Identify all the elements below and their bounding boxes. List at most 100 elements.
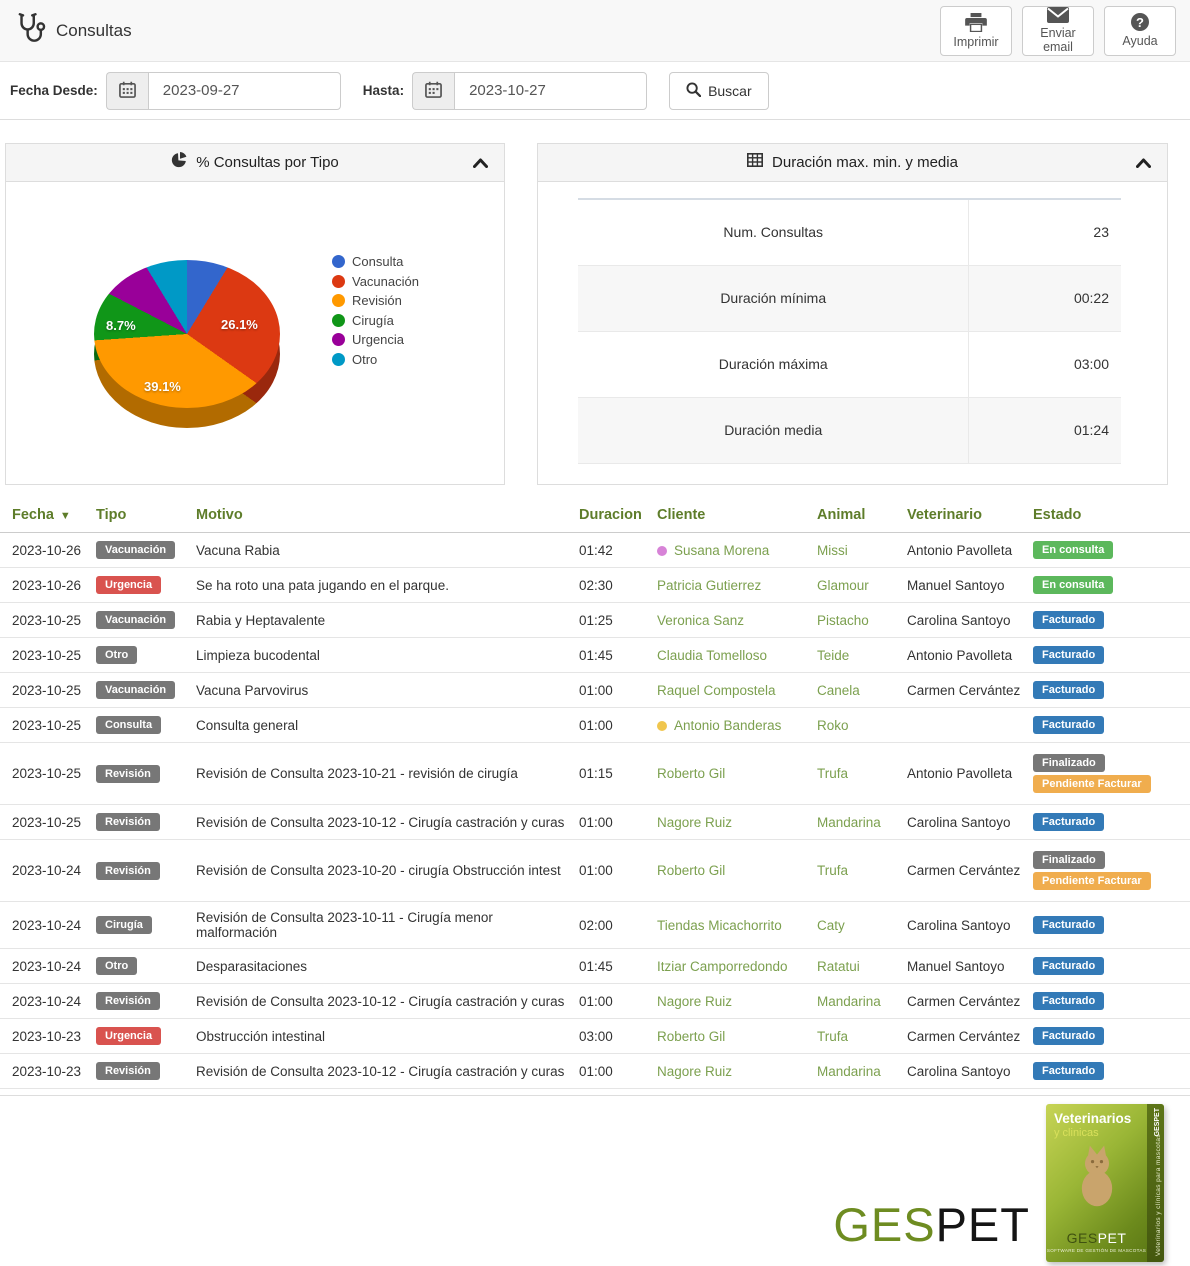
animal-link[interactable]: Trufa [817,863,849,878]
cell-duracion: 01:00 [579,839,657,902]
animal-link[interactable]: Pistacho [817,612,869,628]
cell-estado: Facturado [1033,948,1190,984]
chevron-up-icon [1136,156,1151,171]
print-button[interactable]: Imprimir [940,5,1012,56]
client-link[interactable]: Roberto Gil [657,766,726,781]
client-link[interactable]: Susana Morena [674,542,770,558]
client-link[interactable]: Nagore Ruiz [657,814,733,830]
duration-row: Duración mínima 00:22 [578,265,1121,332]
date-from-calendar-button[interactable] [105,71,148,110]
legend-item: Otro [332,350,419,370]
legend-item: Vacunación [332,272,419,292]
client-link[interactable]: Tiendas Micachorrito [657,917,782,933]
cell-cliente: Nagore Ruiz [657,983,817,1019]
date-to-calendar-button[interactable] [412,71,455,110]
duration-row-value: 23 [968,199,1121,266]
topbar: Consultas Imprimir Enviar email [0,0,1190,62]
status-badge: Facturado [1033,813,1105,831]
duration-row: Duración media 01:24 [578,397,1121,464]
animal-link[interactable]: Glamour [817,577,869,593]
consultas-table-body: 2023-10-26 Vacunación Vacuna Rabia 01:42 Sus… [0,532,1190,1089]
cell-duracion: 01:45 [579,948,657,984]
box-tagline: SOFTWARE DE GESTIÓN DE MASCOTAS [1046,1248,1147,1253]
cell-veterinario: Antonio Pavolleta [907,742,1033,805]
cell-estado: Facturado [1033,707,1190,743]
column-header-estado[interactable]: Estado [1033,498,1190,533]
table-row: 2023-10-25 Revisión Revisión de Consulta 2… [0,742,1190,805]
column-header-cliente[interactable]: Cliente [657,498,817,533]
cell-tipo: Cirugía [96,901,196,949]
status-badge: Consulta [96,716,162,734]
cell-animal: Ratatui [817,948,907,984]
cell-animal: Mandarina [817,983,907,1019]
cell-veterinario: Antonio Pavolleta [907,637,1033,673]
cell-tipo: Revisión [96,1053,196,1089]
duration-row-label: Duración media [578,397,970,464]
chevron-up-icon [473,156,488,171]
client-link[interactable]: Patricia Gutierrez [657,577,762,593]
animal-link[interactable]: Mandarina [817,1063,881,1079]
send-email-button[interactable]: Enviar email [1022,5,1094,56]
cell-cliente: Roberto Gil [657,839,817,902]
cell-motivo: Se ha roto una pata jugando en el parque… [196,567,579,603]
duration-row: Duración máxima 03:00 [578,331,1121,398]
client-link[interactable]: Itziar Camporredondo [657,958,788,974]
cell-veterinario: Carolina Santoyo [907,901,1033,949]
box-brand: GESPET [1066,1230,1127,1246]
print-button-label: Imprimir [953,34,999,49]
help-button[interactable]: ? Ayuda [1104,5,1176,56]
status-badge: Otro [96,646,138,664]
cell-estado: Facturado [1033,901,1190,949]
client-link[interactable]: Nagore Ruiz [657,993,733,1009]
animal-link[interactable]: Trufa [817,1028,849,1044]
animal-link[interactable]: Teide [817,647,850,663]
pie-slice-label: 26.1% [221,317,258,332]
search-button[interactable]: Buscar [669,71,769,110]
date-to-input[interactable] [454,71,648,110]
pie-panel-collapse-button[interactable] [471,154,490,173]
animal-link[interactable]: Caty [817,917,845,933]
client-link[interactable]: Nagore Ruiz [657,1063,733,1079]
date-from-input[interactable] [147,71,341,110]
client-color-dot [657,720,667,731]
duration-panel-collapse-button[interactable] [1134,154,1153,173]
column-header-fecha[interactable]: Fecha ▼ [0,498,96,533]
animal-link[interactable]: Mandarina [817,993,881,1009]
client-link[interactable]: Antonio Banderas [674,717,782,733]
column-header-tipo[interactable]: Tipo [96,498,196,533]
cell-estado: En consulta [1033,567,1190,603]
client-link[interactable]: Roberto Gil [657,1028,726,1044]
status-badge: Vacunación [96,681,176,699]
animal-link[interactable]: Mandarina [817,814,881,830]
status-badge: Facturado [1033,646,1105,664]
column-header-motivo[interactable]: Motivo [196,498,579,533]
calendar-icon [118,81,136,101]
status-badge: Revisión [96,861,160,880]
cell-fecha: 2023-10-25 [0,672,96,708]
client-link[interactable]: Veronica Sanz [657,612,745,628]
animal-link[interactable]: Missi [817,542,848,558]
animal-link[interactable]: Canela [817,682,860,698]
cell-fecha: 2023-10-24 [0,983,96,1019]
cell-cliente: Antonio Banderas [657,707,817,743]
cell-fecha: 2023-10-26 [0,567,96,603]
cell-veterinario: Carmen Cervántez [907,1018,1033,1054]
pie-surface [94,260,280,408]
legend-label: Urgencia [352,332,405,348]
status-badge: Facturado [1033,957,1105,975]
column-header-duracion[interactable]: Duracion [579,498,657,533]
client-link[interactable]: Raquel Compostela [657,682,776,698]
cell-animal: Roko [817,707,907,743]
column-header-animal[interactable]: Animal [817,498,907,533]
legend-label: Otro [352,351,378,367]
client-link[interactable]: Claudia Tomelloso [657,647,768,663]
animal-link[interactable]: Roko [817,717,849,733]
animal-link[interactable]: Trufa [817,766,849,781]
duration-row-value: 00:22 [968,265,1121,332]
cell-duracion: 01:45 [579,637,657,673]
cell-veterinario: Carmen Cervántez [907,672,1033,708]
column-header-veterinario[interactable]: Veterinario [907,498,1033,533]
animal-link[interactable]: Ratatui [817,958,860,974]
cell-tipo: Vacunación [96,672,196,708]
client-link[interactable]: Roberto Gil [657,863,726,878]
